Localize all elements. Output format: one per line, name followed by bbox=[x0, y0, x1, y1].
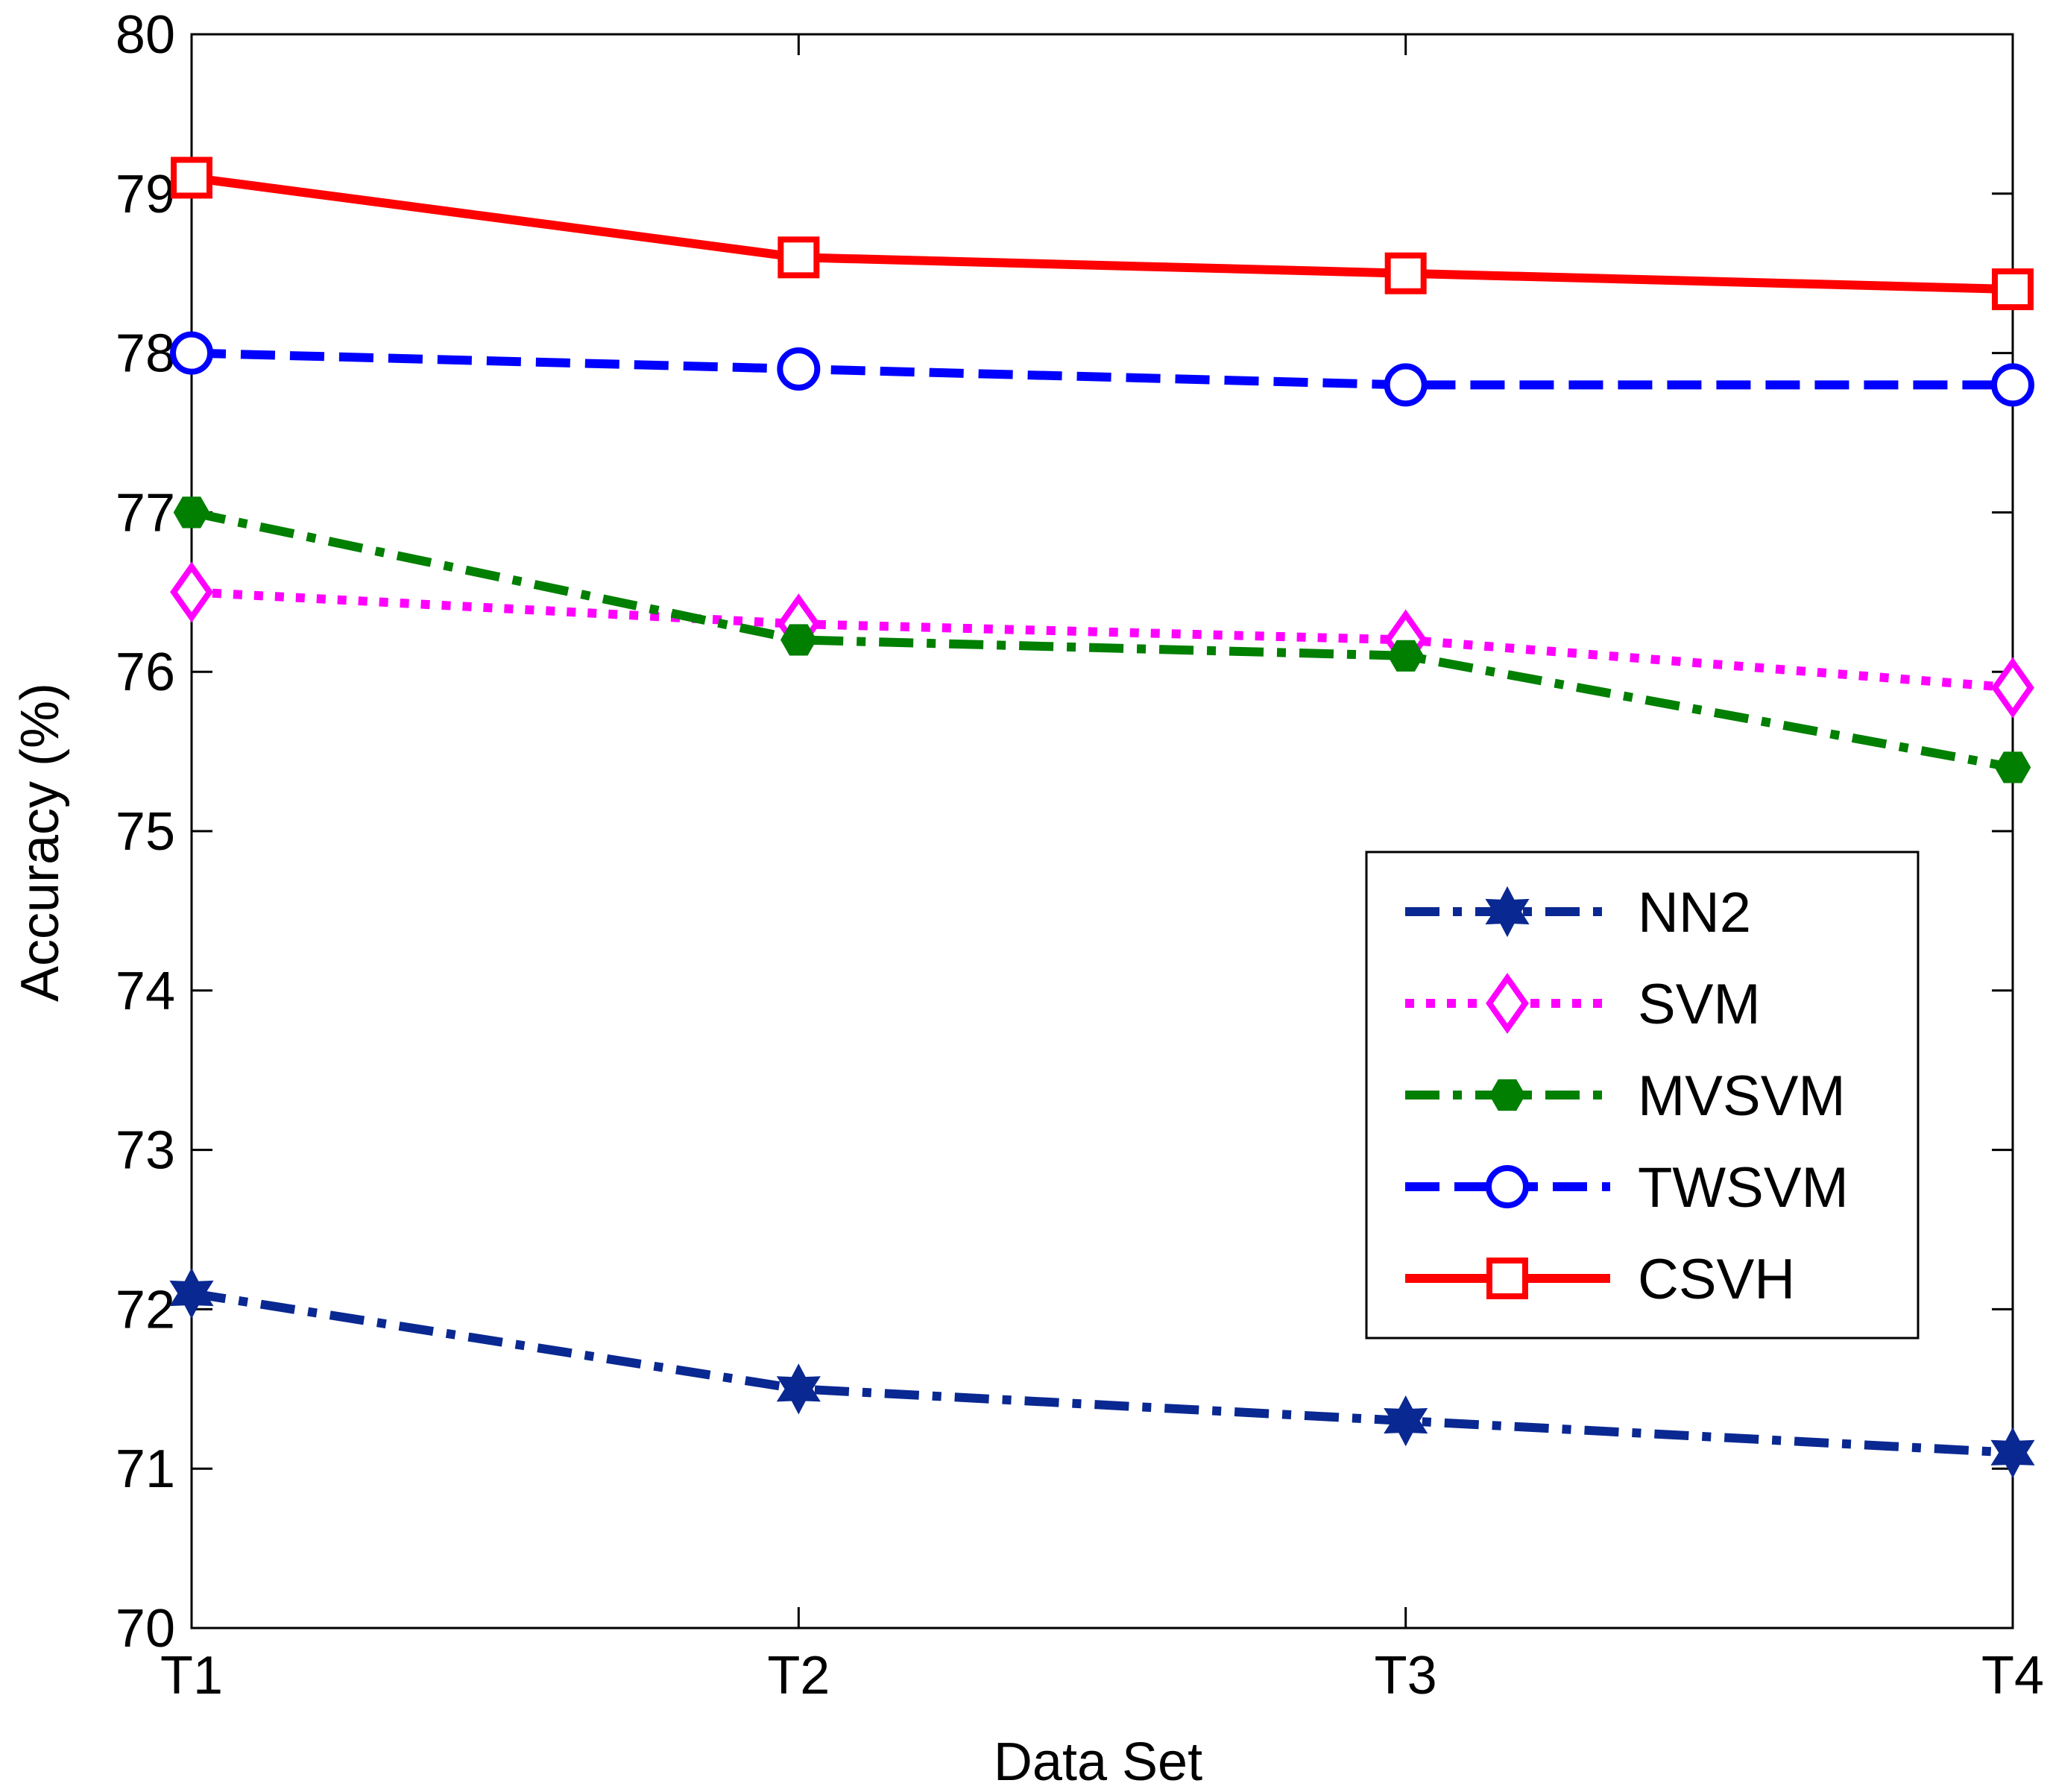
legend-marker bbox=[1486, 1258, 1528, 1299]
legend-label: TWSVM bbox=[1638, 1156, 1849, 1220]
data-point bbox=[1990, 1427, 2035, 1478]
data-point bbox=[780, 624, 817, 656]
data-point bbox=[1384, 1395, 1428, 1447]
data-point bbox=[1991, 363, 2034, 407]
legend-marker bbox=[1485, 886, 1530, 938]
data-point bbox=[1384, 252, 1427, 294]
y-tick-label: 73 bbox=[116, 1121, 175, 1181]
series-line bbox=[190, 508, 2014, 772]
legend-marker bbox=[1486, 1165, 1529, 1208]
legend: NN2 SVM MVSVM TWSVM CSVH bbox=[1365, 851, 1920, 1340]
legend-label: CSVH bbox=[1638, 1248, 1795, 1311]
legend-item-twsvm: TWSVM bbox=[1405, 1156, 1849, 1220]
series-line bbox=[191, 1289, 2013, 1457]
x-axis-label: Data Set bbox=[994, 1732, 1202, 1792]
x-tick-label: T3 bbox=[1375, 1646, 1437, 1706]
x-tick-label: T2 bbox=[767, 1646, 830, 1706]
series-twsvm bbox=[170, 331, 2034, 407]
y-tick-label: 70 bbox=[116, 1599, 175, 1659]
legend-item-csvh: CSVH bbox=[1405, 1248, 1795, 1311]
legend-item-svm: SVM bbox=[1405, 973, 1761, 1036]
legend-label: MVSVM bbox=[1638, 1064, 1846, 1128]
y-axis: 70 71 72 73 74 75 76 77 78 79 80 bbox=[116, 5, 2013, 1659]
data-point bbox=[173, 496, 210, 529]
data-point bbox=[1992, 268, 2034, 311]
data-point bbox=[171, 157, 212, 199]
x-tick-label: T4 bbox=[1981, 1646, 2044, 1706]
data-point bbox=[1384, 363, 1428, 407]
legend-label: NN2 bbox=[1638, 881, 1751, 944]
y-tick-label: 77 bbox=[116, 483, 175, 543]
series-csvh bbox=[171, 157, 2034, 311]
legend-item-mvsvm: MVSVM bbox=[1405, 1064, 1846, 1128]
y-tick-label: 74 bbox=[116, 962, 175, 1021]
legend-item-nn2: NN2 bbox=[1405, 881, 1751, 944]
series-nn2 bbox=[169, 1267, 2035, 1478]
series-mvsvm bbox=[173, 496, 2031, 783]
data-point bbox=[777, 347, 821, 391]
x-tick-label: T1 bbox=[160, 1646, 223, 1706]
y-tick-label: 79 bbox=[116, 165, 175, 224]
series-line bbox=[191, 348, 2013, 390]
data-point bbox=[1387, 640, 1425, 672]
data-point bbox=[776, 1363, 821, 1415]
data-point bbox=[170, 561, 213, 623]
data-point bbox=[170, 331, 213, 375]
data-point bbox=[778, 236, 820, 279]
y-axis-label: Accuracy (%) bbox=[10, 683, 70, 1002]
data-point bbox=[1991, 657, 2034, 719]
y-tick-label: 80 bbox=[116, 5, 175, 65]
y-tick-label: 78 bbox=[116, 324, 175, 384]
legend-marker bbox=[1489, 1079, 1526, 1111]
plot-area bbox=[190, 33, 2014, 1629]
series-line bbox=[191, 173, 2013, 294]
series-layer bbox=[169, 157, 2035, 1478]
y-tick-label: 76 bbox=[116, 643, 175, 702]
x-axis: T1 T2 T3 T4 bbox=[160, 34, 2044, 1706]
data-point bbox=[169, 1267, 214, 1319]
y-tick-label: 71 bbox=[116, 1439, 175, 1499]
data-point bbox=[1994, 751, 2031, 783]
legend-marker bbox=[1486, 973, 1529, 1034]
y-tick-label: 75 bbox=[116, 802, 175, 862]
legend-label: SVM bbox=[1638, 973, 1761, 1036]
y-tick-label: 72 bbox=[116, 1280, 175, 1340]
